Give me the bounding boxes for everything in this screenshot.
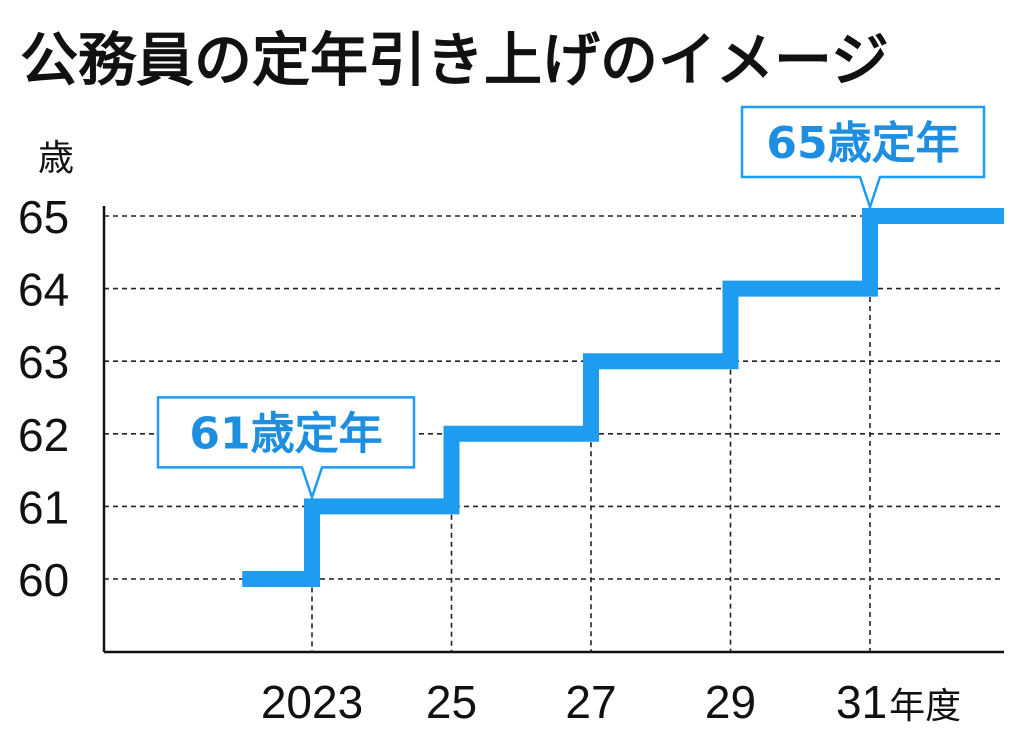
chart-title: 公務員の定年引き上げのイメージ [20, 26, 889, 94]
x-axis-unit-label: 年度 [889, 686, 961, 727]
y-tick-labels: 60 61 62 63 64 65 [18, 191, 69, 606]
y-tick-label-61: 61 [18, 481, 69, 533]
callout-1: 61歳定年 [156, 396, 416, 502]
x-tick-label-31: 31年度 [836, 676, 961, 728]
y-tick-label-64: 64 [18, 264, 69, 316]
callout-text: 61歳定年 [189, 408, 382, 459]
series-line [242, 208, 1004, 587]
x-tick-label-27: 27 [565, 676, 616, 728]
axes [102, 206, 1004, 654]
x-tick-label-2023: 2023 [261, 676, 363, 728]
y-tick-label-60: 60 [18, 554, 69, 606]
y-tick-label-65: 65 [18, 191, 69, 243]
x-tick-label-29: 29 [705, 676, 756, 728]
x-tick-labels: 2023 25 27 29 31年度 [261, 676, 961, 728]
callouts: 61歳定年 65歳定年 [156, 105, 986, 502]
x-tick-label-25: 25 [426, 676, 477, 728]
step-line [242, 208, 1004, 587]
y-axis-unit-label: 歳 [38, 138, 74, 179]
callout-box [740, 105, 986, 211]
y-tick-label-62: 62 [18, 409, 69, 461]
callout-2: 65歳定年 [740, 105, 986, 211]
y-tick-label-63: 63 [18, 336, 69, 388]
callout-box [156, 396, 416, 502]
callout-text: 65歳定年 [766, 118, 959, 169]
